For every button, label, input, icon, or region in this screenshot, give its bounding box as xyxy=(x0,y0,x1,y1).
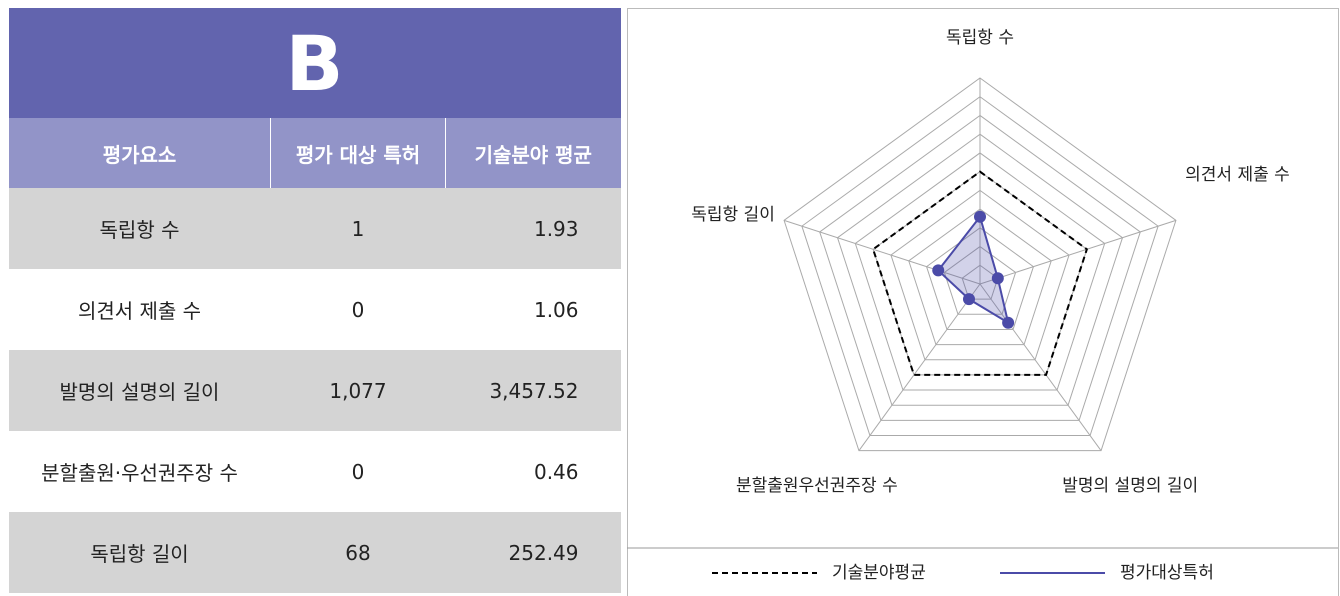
series-point xyxy=(962,293,975,306)
series-area xyxy=(936,214,1010,325)
table-cell: 1 xyxy=(270,188,446,269)
axis-label: 독립항 수 xyxy=(946,28,1014,48)
axis-label: 분할출원우선권주장 수 xyxy=(736,476,898,496)
series-area xyxy=(871,170,1089,376)
table-cell: 독립항 수 xyxy=(8,188,271,269)
table-title: B xyxy=(8,8,621,118)
grid-ring xyxy=(783,77,1177,452)
axis-spoke xyxy=(783,219,981,285)
axis-spoke xyxy=(979,219,1177,285)
table-cell: 68 xyxy=(270,512,446,593)
series-point xyxy=(974,210,986,223)
grid-ring xyxy=(943,245,1017,315)
table-cell: 0 xyxy=(351,297,365,322)
series-point xyxy=(1002,316,1015,329)
table-cell: 발명의 설명의 길이 xyxy=(8,350,271,431)
grid-ring xyxy=(854,152,1106,391)
grid-ring xyxy=(908,208,1052,346)
table-cell: 분할출원·우선권주장 수 xyxy=(41,461,238,485)
axis-spoke xyxy=(979,283,1102,451)
table-cell: 3,457.52 xyxy=(445,350,621,431)
table-row: 분할출원·우선권주장 수 0 0.46 xyxy=(9,431,621,512)
grid-ring xyxy=(890,189,1070,361)
series-point xyxy=(991,272,1004,285)
series-point xyxy=(932,264,945,277)
axis-spoke xyxy=(858,283,981,451)
header-cell: 평가요소 xyxy=(8,118,271,188)
header-cell: 평가 대상 특허 xyxy=(270,118,446,188)
legend-label: 기술분야평균 xyxy=(832,563,926,583)
table-cell: 1.93 xyxy=(445,188,621,269)
axis-label: 독립항 길이 xyxy=(691,205,775,225)
axis-label: 의견서 제출 수 xyxy=(1185,165,1290,185)
grid-ring xyxy=(925,227,1035,330)
table-row: 발명의 설명의 길이 1,077 3,457.52 xyxy=(8,350,621,431)
table-cell: 의견서 제출 수 xyxy=(77,299,202,323)
legend-label: 평가대상특허 xyxy=(1120,563,1214,583)
table-cell: 252.49 xyxy=(445,512,621,593)
grid-ring xyxy=(836,133,1124,406)
chart-panel xyxy=(627,8,1339,596)
grid-ring xyxy=(819,114,1141,421)
table-row: 독립항 길이 68 252.49 xyxy=(8,512,621,593)
table: B 평가요소 평가 대상 특허 기술분야 평균 독립항 수 1 1.93 의견서 제출 수… xyxy=(8,8,621,593)
grid-ring xyxy=(801,96,1159,437)
table-row: 독립항 수 1 1.93 xyxy=(8,188,621,269)
header-cell: 기술분야 평균 xyxy=(445,118,621,188)
table-cell: 0.46 xyxy=(533,459,579,484)
table-cell: 0 xyxy=(351,459,365,484)
axis-label: 발명의 설명의 길이 xyxy=(1062,476,1198,496)
table-row: 의견서 제출 수 0 1.06 xyxy=(9,269,621,350)
table-cell: 독립항 길이 xyxy=(8,512,271,593)
table-cell: 1,077 xyxy=(270,350,446,431)
table-cell: 1.06 xyxy=(533,297,579,322)
